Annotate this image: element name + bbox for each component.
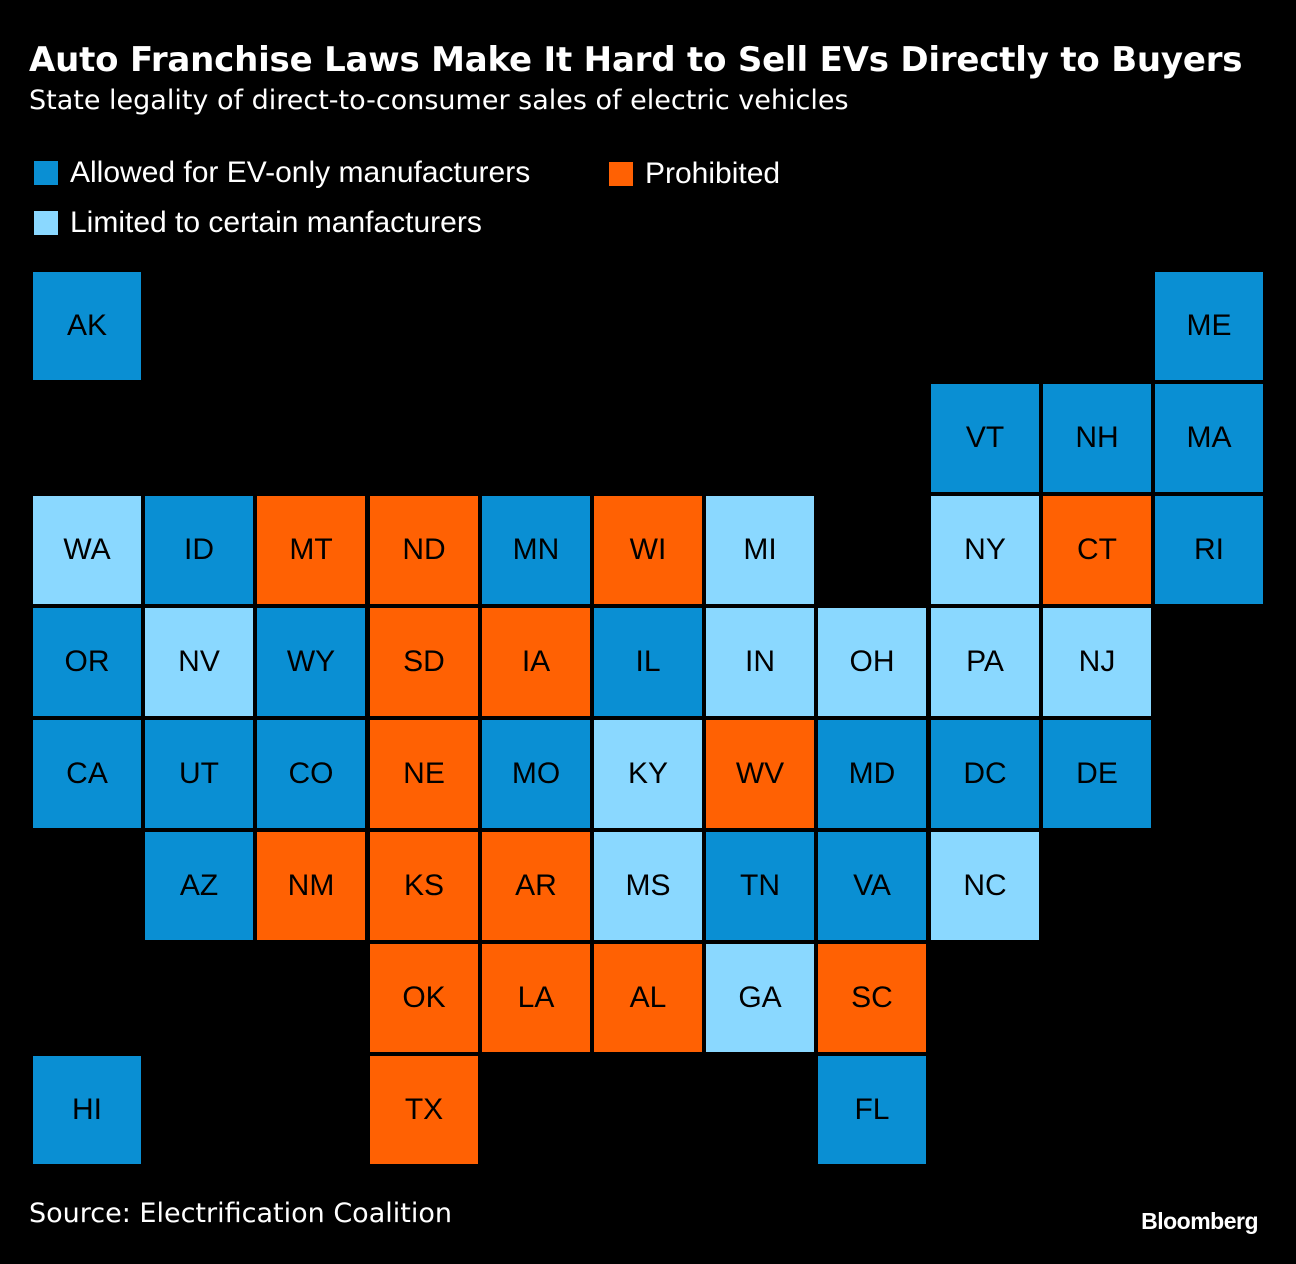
state-tile-ny: NY bbox=[931, 496, 1039, 604]
state-tile-nj: NJ bbox=[1043, 608, 1151, 716]
state-tile-la: LA bbox=[482, 944, 590, 1052]
legend-swatch-limited bbox=[34, 211, 58, 235]
legend-swatch-allowed bbox=[34, 161, 58, 185]
state-tile-hi: HI bbox=[33, 1056, 141, 1164]
state-tile-il: IL bbox=[594, 608, 702, 716]
state-tile-fl: FL bbox=[818, 1056, 926, 1164]
state-tile-me: ME bbox=[1155, 272, 1263, 380]
state-tile-de: DE bbox=[1043, 720, 1151, 828]
state-tile-ri: RI bbox=[1155, 496, 1263, 604]
state-tile-pa: PA bbox=[931, 608, 1039, 716]
state-tile-oh: OH bbox=[818, 608, 926, 716]
state-tile-nv: NV bbox=[145, 608, 253, 716]
state-tile-tn: TN bbox=[706, 832, 814, 940]
state-tile-nm: NM bbox=[257, 832, 365, 940]
chart-title: Auto Franchise Laws Make It Hard to Sell… bbox=[29, 40, 1243, 80]
legend-item-prohibited: Prohibited bbox=[609, 157, 780, 191]
state-tile-or: OR bbox=[33, 608, 141, 716]
legend-label-prohibited: Prohibited bbox=[645, 157, 781, 190]
state-tile-mo: MO bbox=[482, 720, 590, 828]
state-tile-ne: NE bbox=[370, 720, 478, 828]
state-tile-va: VA bbox=[818, 832, 926, 940]
state-tile-sc: SC bbox=[818, 944, 926, 1052]
state-tile-ak: AK bbox=[33, 272, 141, 380]
state-tile-nd: ND bbox=[370, 496, 478, 604]
state-tile-vt: VT bbox=[931, 384, 1039, 492]
state-tile-nc: NC bbox=[931, 832, 1039, 940]
legend-item-allowed: Allowed for EV-only manufacturers bbox=[34, 156, 530, 190]
legend-label-allowed: Allowed for EV-only manufacturers bbox=[70, 156, 531, 189]
state-tile-al: AL bbox=[594, 944, 702, 1052]
source-note: Source: Electrification Coalition bbox=[29, 1198, 452, 1229]
state-tile-sd: SD bbox=[370, 608, 478, 716]
state-tile-dc: DC bbox=[931, 720, 1039, 828]
state-tile-tx: TX bbox=[370, 1056, 478, 1164]
state-tile-wi: WI bbox=[594, 496, 702, 604]
state-tile-ky: KY bbox=[594, 720, 702, 828]
state-tile-az: AZ bbox=[145, 832, 253, 940]
state-tile-ks: KS bbox=[370, 832, 478, 940]
state-tile-id: ID bbox=[145, 496, 253, 604]
state-tile-co: CO bbox=[257, 720, 365, 828]
state-tile-ct: CT bbox=[1043, 496, 1151, 604]
state-tile-mi: MI bbox=[706, 496, 814, 604]
chart-subtitle: State legality of direct-to-consumer sal… bbox=[29, 85, 849, 116]
legend-item-limited: Limited to certain manfacturers bbox=[34, 206, 482, 240]
state-tile-ga: GA bbox=[706, 944, 814, 1052]
state-tile-ca: CA bbox=[33, 720, 141, 828]
state-tile-wv: WV bbox=[706, 720, 814, 828]
legend-label-limited: Limited to certain manfacturers bbox=[70, 206, 482, 239]
state-tile-ar: AR bbox=[482, 832, 590, 940]
state-tile-mn: MN bbox=[482, 496, 590, 604]
state-tile-ma: MA bbox=[1155, 384, 1263, 492]
state-tile-md: MD bbox=[818, 720, 926, 828]
bloomberg-logo: Bloomberg bbox=[1141, 1208, 1258, 1234]
state-tile-grid-map: AK ME VT NH MA WA ID MT ND MN WI MI NY CT RI OR NV WY SD IA… bbox=[33, 272, 1263, 1165]
legend-swatch-prohibited bbox=[609, 162, 633, 186]
state-tile-ms: MS bbox=[594, 832, 702, 940]
state-tile-nh: NH bbox=[1043, 384, 1151, 492]
state-tile-wy: WY bbox=[257, 608, 365, 716]
state-tile-mt: MT bbox=[257, 496, 365, 604]
state-tile-ok: OK bbox=[370, 944, 478, 1052]
state-tile-wa: WA bbox=[33, 496, 141, 604]
state-tile-ia: IA bbox=[482, 608, 590, 716]
state-tile-in: IN bbox=[706, 608, 814, 716]
state-tile-ut: UT bbox=[145, 720, 253, 828]
